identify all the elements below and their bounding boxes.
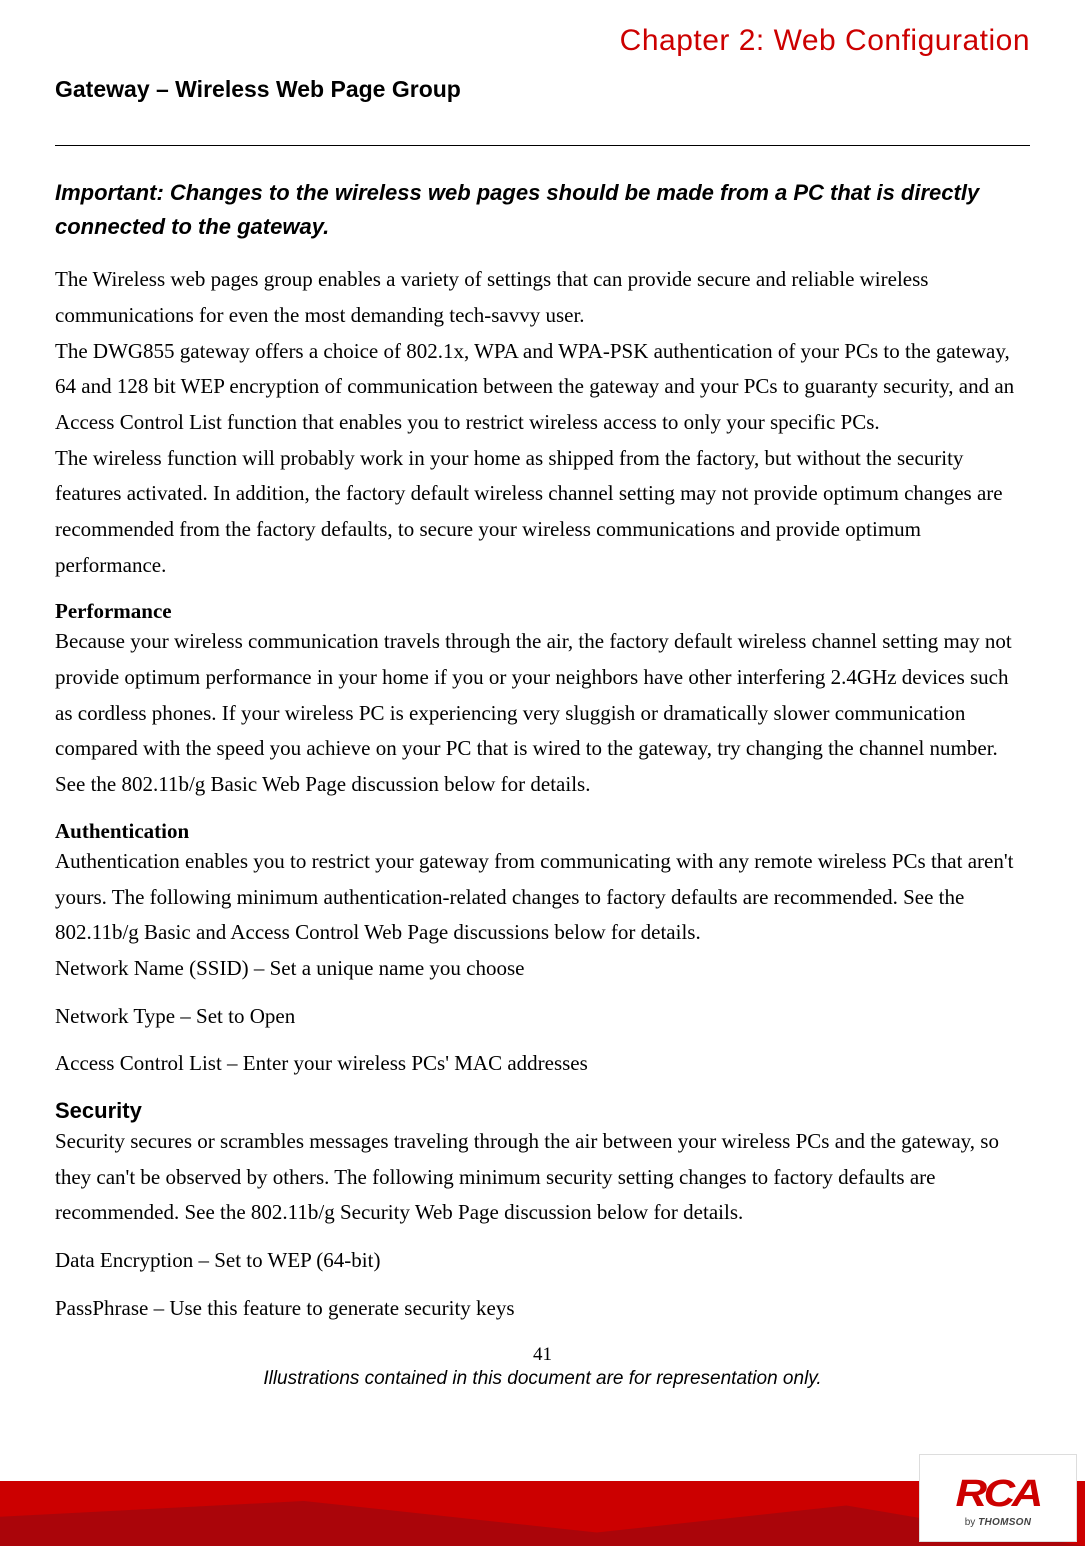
intro-block: The Wireless web pages group enables a v… <box>55 262 1030 583</box>
logo-byline: by THOMSON <box>965 1517 1032 1528</box>
security-body: Security secures or scrambles messages t… <box>55 1124 1030 1231</box>
logo-company: THOMSON <box>978 1517 1031 1528</box>
performance-body: Because your wireless communication trav… <box>55 624 1030 802</box>
logo-by-text: by <box>965 1517 978 1528</box>
auth-setting-acl: Access Control List – Enter your wireles… <box>55 1046 1030 1082</box>
rca-logo: RCA <box>956 1475 1040 1513</box>
bottom-banner: RCA by THOMSON <box>0 1451 1085 1546</box>
authentication-body: Authentication enables you to restrict y… <box>55 844 1030 951</box>
security-setting-encryption: Data Encryption – Set to WEP (64-bit) <box>55 1243 1030 1279</box>
page-content: Chapter 2: Web Configuration Gateway – W… <box>0 0 1085 1390</box>
page-number: 41 <box>55 1344 1030 1366</box>
security-setting-passphrase: PassPhrase – Use this feature to generat… <box>55 1291 1030 1327</box>
auth-setting-ssid: Network Name (SSID) – Set a unique name … <box>55 951 1030 987</box>
intro-paragraph-3: The wireless function will probably work… <box>55 441 1030 584</box>
intro-paragraph-1: The Wireless web pages group enables a v… <box>55 262 1030 333</box>
brand-logo-box: RCA by THOMSON <box>919 1454 1077 1542</box>
auth-setting-network-type: Network Type – Set to Open <box>55 999 1030 1035</box>
section-title: Gateway – Wireless Web Page Group <box>55 76 1030 109</box>
security-heading: Security <box>55 1098 1030 1124</box>
performance-heading: Performance <box>55 599 1030 624</box>
intro-paragraph-2: The DWG855 gateway offers a choice of 80… <box>55 334 1030 441</box>
important-note: Important: Changes to the wireless web p… <box>55 176 1030 244</box>
authentication-heading: Authentication <box>55 819 1030 844</box>
footer-disclaimer: Illustrations contained in this document… <box>55 1368 1030 1390</box>
chapter-title: Chapter 2: Web Configuration <box>55 24 1030 58</box>
